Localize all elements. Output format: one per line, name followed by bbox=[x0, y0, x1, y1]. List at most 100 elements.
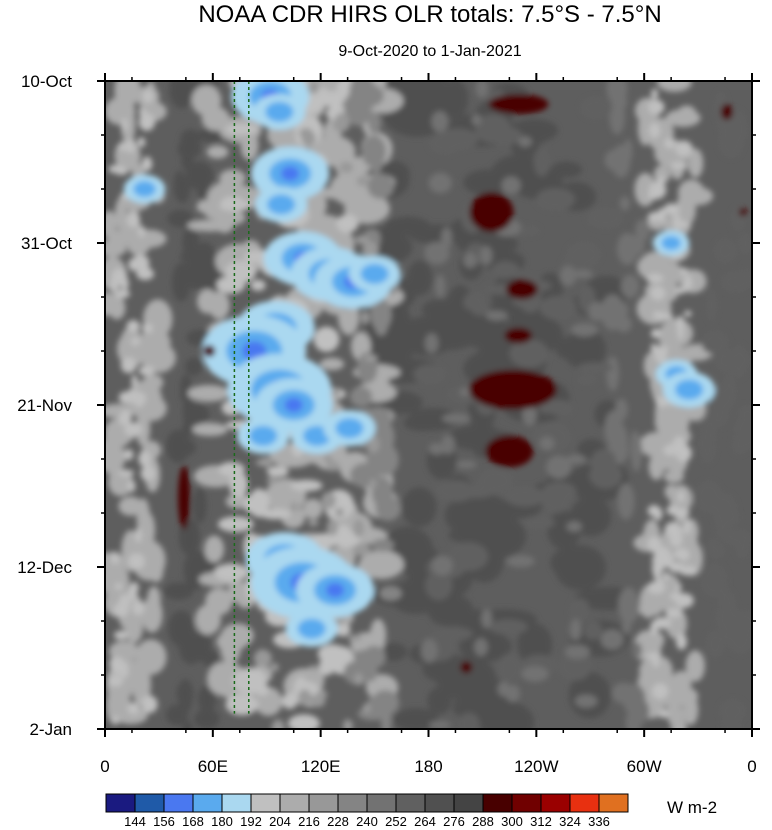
olr-contour-patch bbox=[192, 487, 207, 524]
olr-convective-patch bbox=[284, 397, 303, 413]
olr-contour-patch bbox=[127, 480, 136, 493]
olr-convective-patch bbox=[661, 236, 681, 250]
olr-contour-patch bbox=[428, 720, 452, 729]
olr-contour-patch bbox=[630, 432, 643, 472]
olr-field-shading bbox=[105, 81, 752, 729]
olr-contour-patch bbox=[682, 518, 691, 535]
olr-contour-patch bbox=[176, 680, 194, 706]
olr-contour-patch bbox=[563, 328, 607, 371]
olr-contour-patch bbox=[308, 519, 319, 527]
colorbar-label: 300 bbox=[501, 814, 523, 829]
olr-contour-patch bbox=[522, 515, 555, 530]
olr-contour-patch bbox=[113, 630, 129, 640]
colorbar-label: 192 bbox=[240, 814, 262, 829]
olr-contour-patch bbox=[463, 252, 477, 268]
colorbar-label: 252 bbox=[385, 814, 407, 829]
olr-contour-patch bbox=[114, 197, 128, 231]
olr-contour-patch bbox=[165, 429, 191, 464]
olr-contour-patch bbox=[371, 476, 393, 508]
olr-contour-patch bbox=[645, 652, 661, 661]
olr-dry-patch bbox=[485, 435, 534, 468]
olr-contour-patch bbox=[654, 396, 670, 403]
olr-contour-patch bbox=[441, 81, 469, 119]
olr-contour-patch bbox=[474, 638, 488, 657]
olr-dry-patch bbox=[203, 345, 216, 357]
olr-contour-patch bbox=[180, 249, 203, 264]
olr-contour-patch bbox=[588, 301, 606, 322]
olr-contour-patch bbox=[323, 454, 333, 463]
olr-contour-patch bbox=[664, 138, 676, 149]
olr-contour-patch bbox=[675, 140, 693, 157]
colorbar-swatch bbox=[134, 793, 165, 813]
olr-contour-patch bbox=[364, 354, 378, 362]
olr-contour-patch bbox=[250, 279, 266, 291]
olr-contour-patch bbox=[506, 555, 535, 568]
colorbar-swatch bbox=[569, 793, 600, 813]
olr-contour-patch bbox=[369, 229, 381, 245]
olr-contour-patch bbox=[111, 268, 128, 284]
olr-contour-patch bbox=[501, 176, 521, 195]
colorbar-label: 204 bbox=[269, 814, 291, 829]
olr-contour-patch bbox=[706, 288, 718, 322]
olr-contour-patch bbox=[217, 516, 254, 533]
olr-convective-patch bbox=[249, 425, 278, 446]
colorbar-swatch bbox=[221, 793, 252, 813]
olr-contour-patch bbox=[572, 270, 594, 279]
olr-contour-patch bbox=[139, 107, 146, 120]
olr-contour-patch bbox=[620, 274, 640, 298]
olr-contour-patch bbox=[108, 656, 125, 670]
olr-contour-patch bbox=[184, 403, 210, 427]
olr-contour-patch bbox=[204, 535, 225, 563]
colorbar-swatch bbox=[395, 793, 426, 813]
olr-contour-patch bbox=[137, 225, 146, 238]
olr-contour-patch bbox=[332, 530, 361, 548]
olr-contour-patch bbox=[361, 135, 387, 168]
olr-contour-patch bbox=[559, 266, 577, 286]
olr-contour-patch bbox=[111, 551, 120, 565]
olr-contour-patch bbox=[354, 672, 363, 686]
olr-contour-patch bbox=[680, 267, 688, 276]
olr-contour-patch bbox=[675, 444, 692, 462]
olr-contour-patch bbox=[310, 533, 339, 549]
olr-contour-patch bbox=[253, 683, 270, 696]
olr-contour-patch bbox=[667, 704, 684, 728]
olr-contour-patch bbox=[718, 699, 747, 723]
olr-contour-patch bbox=[290, 479, 323, 492]
olr-contour-patch bbox=[118, 469, 135, 477]
olr-contour-patch bbox=[737, 405, 752, 421]
olr-contour-patch bbox=[618, 426, 628, 458]
olr-contour-patch bbox=[124, 612, 143, 644]
olr-contour-patch bbox=[309, 665, 319, 672]
colorbar-swatch bbox=[598, 793, 629, 813]
olr-contour-patch bbox=[358, 550, 404, 579]
olr-contour-patch bbox=[287, 714, 320, 729]
olr-contour-patch bbox=[182, 234, 198, 253]
olr-contour-patch bbox=[669, 592, 686, 601]
olr-contour-patch bbox=[566, 241, 601, 268]
olr-contour-patch bbox=[616, 94, 628, 110]
olr-contour-patch bbox=[678, 179, 705, 207]
olr-contour-patch bbox=[616, 232, 639, 265]
olr-contour-patch bbox=[694, 480, 723, 513]
olr-contour-patch bbox=[606, 356, 619, 392]
olr-contour-patch bbox=[401, 487, 437, 527]
olr-contour-patch bbox=[138, 365, 155, 376]
olr-contour-patch bbox=[475, 81, 489, 99]
olr-contour-patch bbox=[649, 181, 667, 199]
olr-contour-patch bbox=[413, 364, 447, 384]
olr-contour-patch bbox=[653, 507, 663, 521]
olr-contour-patch bbox=[657, 208, 667, 223]
x-tick-label: 0 bbox=[100, 757, 109, 776]
olr-contour-patch bbox=[604, 149, 625, 171]
olr-contour-patch bbox=[171, 262, 191, 302]
colorbar-label: 288 bbox=[472, 814, 494, 829]
olr-contour-patch bbox=[163, 582, 194, 600]
olr-contour-patch bbox=[270, 662, 279, 672]
olr-contour-patch bbox=[647, 581, 666, 594]
olr-contour-patch bbox=[126, 138, 136, 154]
olr-contour-patch bbox=[604, 410, 624, 448]
olr-contour-patch bbox=[259, 508, 292, 520]
olr-contour-patch bbox=[118, 496, 143, 516]
olr-contour-patch bbox=[127, 702, 140, 715]
